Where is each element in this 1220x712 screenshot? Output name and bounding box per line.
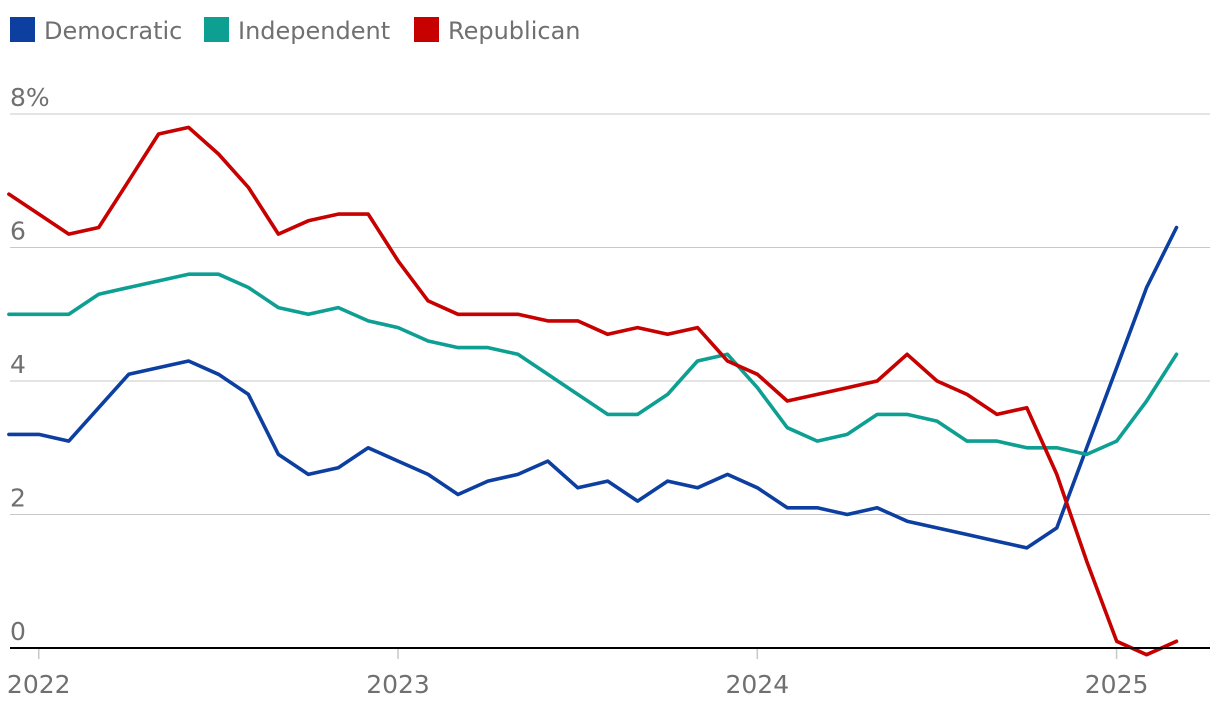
y-tick-label-6: 6 [10, 217, 26, 246]
legend-item-republican: Republican [414, 17, 581, 45]
series-lines [7, 125, 1210, 657]
y-tick-label-0: 0 [10, 617, 26, 646]
series-line-democratic [7, 225, 1179, 550]
x-tick-label-2022: 2022 [7, 670, 71, 699]
legend-item-independent: Independent [204, 17, 390, 45]
series-line-independent [7, 272, 1179, 457]
series-line-republican [7, 125, 1179, 657]
x-tick-label-2025: 2025 [1085, 670, 1149, 699]
legend-label-democratic: Democratic [44, 17, 182, 45]
legend-item-democratic: Democratic [10, 17, 182, 45]
y-tick-label-4: 4 [10, 350, 26, 379]
x-axis: 2022 2023 2024 2025 [7, 648, 1148, 699]
legend: Democratic Independent Republican [10, 17, 581, 45]
legend-swatch-democratic [10, 17, 35, 42]
y-tick-label-8-: 8% [10, 83, 50, 112]
y-gridlines [10, 113, 1210, 515]
y-tick-label-2: 2 [10, 484, 26, 513]
legend-label-republican: Republican [448, 17, 581, 45]
legend-swatch-republican [414, 17, 439, 42]
x-tick-label-2024: 2024 [725, 670, 789, 699]
x-tick-label-2023: 2023 [366, 670, 430, 699]
legend-label-independent: Independent [238, 17, 390, 45]
legend-swatch-independent [204, 17, 229, 42]
y-axis-tick-labels: 0 2 4 6 8% [10, 83, 50, 646]
